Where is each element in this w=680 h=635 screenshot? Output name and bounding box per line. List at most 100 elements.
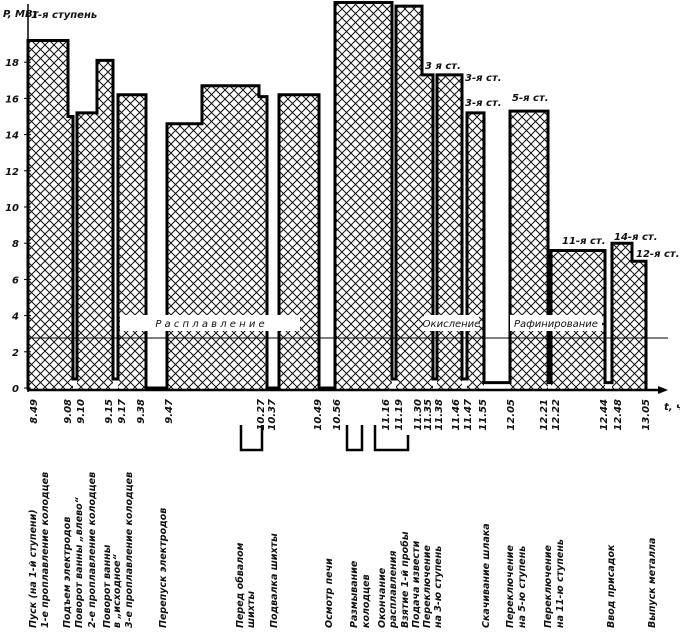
power-segment [77,112,97,390]
event-label: Подвалка шихты [269,533,280,628]
power-segment [28,40,68,390]
power-segment [548,382,551,390]
event-label: Поворот ванны „влево“ [74,496,85,628]
time-tick-label: 10.27 [256,399,267,431]
power-bars [28,2,646,391]
power-segment [612,243,632,390]
event-label: Пуск (на 1-й ступени) [28,509,39,628]
power-segment [422,74,433,391]
power-segment [279,94,319,390]
y-tick-label: 2 [12,348,19,359]
power-segment [396,6,422,391]
x-axis-label: t, ч [664,402,680,413]
time-tick-label: 9.08 [63,399,74,424]
y-tick-label: 10 [5,203,19,214]
event-label: 1-е проплавление колодцев [40,472,51,628]
time-tick-label: 9.15 [104,399,115,424]
bracket-mark [345,425,364,452]
power-segment [467,112,484,390]
power-segment [462,378,467,390]
power-segment [433,378,437,390]
event-label: Перепуск электродов [158,508,169,628]
time-tick-label: 13.05 [641,399,652,431]
y-tick-label: 4 [11,312,19,323]
y-tick-label: 16 [5,94,19,105]
time-tick-label: 10.37 [267,399,278,431]
power-segment [167,123,202,391]
y-axis-label: P, МВт [3,9,40,20]
y-tick-label: 8 [12,239,19,250]
event-label: колодцев [361,574,372,628]
power-segment [437,74,462,391]
time-tick-label: 12.21 [539,399,550,431]
y-tick-label: 14 [5,131,19,142]
power-segment [113,378,118,390]
power-segment [202,85,259,390]
y-ticks: 0 2 4 6 8 10 12 14 16 18 [5,58,31,395]
time-tick-label: 9.38 [136,399,147,424]
event-label: на 5-ю ступень [517,546,528,628]
event-label: Окончание [377,567,388,628]
event-label: Подъем электродов [62,517,73,628]
event-label: Осмотр печи [324,558,335,628]
power-segment [259,96,267,390]
bracket-mark [239,425,264,452]
step-annotation: 1-я ступень [31,10,97,21]
phase-label-background [424,315,479,331]
phase-label: Р а с п л а в л е н и е [155,319,264,330]
phase-label-background [510,315,602,331]
x-axis-arrow-icon [658,386,668,394]
time-tick-label: 11.38 [434,399,445,431]
step-annotation: 14-я ст. [614,232,658,243]
y-tick-label: 12 [5,167,19,178]
power-segment [392,378,396,390]
event-label: Подача извести [411,540,422,628]
event-label: Скачивание шлака [481,523,492,628]
time-tick-label: 11.16 [381,399,392,431]
time-tick-label: 12.05 [506,399,517,431]
event-label: Переключение [422,545,433,628]
time-tick-label: 10.49 [313,399,324,431]
time-tick-label: 12.22 [551,399,562,431]
step-annotation: 12-я ст. [636,249,680,260]
time-tick-label: 9.17 [117,399,128,424]
event-label: шихты [246,591,257,628]
phase-label: Окисление [423,319,481,330]
event-label: 2-е проплавление колодцев [87,472,98,628]
time-tick-label: 10.56 [332,399,343,431]
power-segment [68,116,73,390]
phase-label-background [120,315,300,331]
event-label: расплавления [388,550,399,629]
event-label: Переключение [543,545,554,628]
time-tick-label: 11.47 [463,399,474,431]
time-tick-label: 11.30 [413,399,424,431]
time-tick-label: 11.35 [423,399,434,431]
time-tick-label: 11.19 [394,399,405,431]
event-label: на 3-ю ступень [433,546,444,628]
time-tick-label: 11.55 [478,399,489,431]
step-annotation: 11-я ст. [562,236,606,247]
power-segment [97,60,113,390]
power-segment [118,94,146,390]
event-label: Выпуск металла [647,538,658,628]
event-label: Перед обвалом [235,542,246,628]
event-label: 3-е проплавление колодцев [124,472,135,628]
power-segment [335,2,392,390]
phase-label: Рафинирование [514,319,598,330]
event-label: Ввод присадок [606,544,617,628]
power-segment [484,382,510,390]
power-segment [605,382,612,390]
time-tick-label: 9.10 [76,399,87,424]
time-tick-label: 11.46 [451,399,462,431]
power-outline [26,0,648,390]
time-tick-label: 9.47 [164,399,175,424]
step-annotation: 3-я ст. [465,98,502,109]
bracket-mark [373,425,410,452]
time-tick-label: 12.48 [613,399,624,431]
power-segment [632,261,646,390]
power-segment [73,378,77,390]
y-tick-label: 0 [12,384,19,395]
event-label: Размывание [349,560,360,628]
event-label: Переключение [505,545,516,628]
